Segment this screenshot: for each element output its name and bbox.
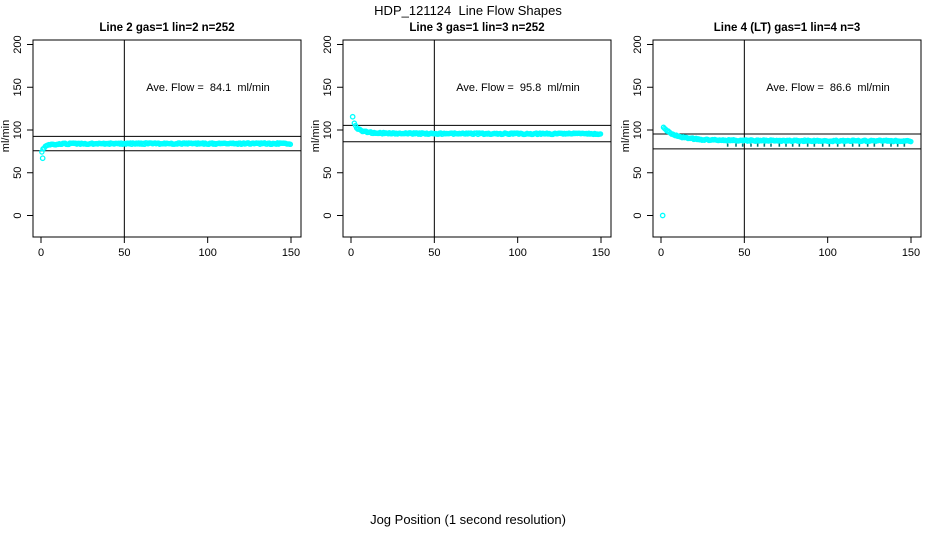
data-points bbox=[349, 113, 604, 138]
panel-line2: Line 2 gas=1 lin=2 n=252 0 50 100 150 0 50 100… bbox=[0, 0, 312, 270]
under-band-dash bbox=[890, 143, 892, 147]
x-tick-label: 100 bbox=[818, 247, 836, 259]
reference-lines bbox=[33, 40, 301, 237]
x-tick-label: 0 bbox=[658, 247, 664, 259]
under-band-dash bbox=[785, 143, 787, 147]
outlier-point bbox=[39, 155, 46, 162]
axes bbox=[337, 39, 612, 243]
under-band-dash bbox=[791, 143, 794, 147]
under-band-dash bbox=[843, 143, 846, 147]
under-band-dash bbox=[798, 143, 801, 147]
outlier-point bbox=[349, 113, 356, 120]
under-band-dash bbox=[741, 143, 744, 147]
ave-flow-annotation: Ave. Flow = 86.6 ml/min bbox=[766, 82, 890, 94]
under-band-dash bbox=[873, 143, 876, 147]
flow-point bbox=[287, 141, 294, 148]
plot-frame bbox=[652, 39, 922, 238]
y-tick-label: 100 bbox=[12, 121, 24, 139]
figure-title: HDP_121124 Line Flow Shapes bbox=[374, 3, 562, 18]
x-tick-label: 100 bbox=[508, 247, 526, 259]
x-tick-label: 50 bbox=[118, 247, 130, 259]
under-band-dash bbox=[896, 143, 899, 147]
scatter-plot-line3: 0 50 100 150 0 50 100 150 200 ml/min bbox=[310, 35, 612, 259]
under-band-dash bbox=[858, 143, 861, 147]
under-band-dash bbox=[763, 143, 766, 147]
flow-point bbox=[118, 140, 124, 146]
y-axis-label: ml/min bbox=[620, 120, 632, 152]
panel-title: Line 4 (LT) gas=1 lin=4 n=3 bbox=[713, 22, 861, 34]
under-band-dash bbox=[821, 143, 824, 147]
axis-tick-labels: 0 50 100 150 0 50 100 150 200 ml/min bbox=[620, 35, 920, 259]
ave-flow-annotation: Ave. Flow = 95.8 ml/min bbox=[456, 82, 580, 94]
x-tick-label: 150 bbox=[282, 247, 300, 259]
data-points bbox=[39, 140, 294, 162]
under-band-dash bbox=[903, 143, 906, 147]
x-tick-label: 150 bbox=[902, 247, 920, 259]
x-tick-label: 50 bbox=[428, 247, 440, 259]
flow-point bbox=[597, 131, 604, 137]
under-band-dash bbox=[828, 143, 831, 147]
y-tick-label: 50 bbox=[322, 167, 334, 179]
under-band-dashes bbox=[726, 143, 906, 147]
axes bbox=[647, 39, 922, 243]
y-tick-label: 200 bbox=[632, 35, 644, 53]
plot-frame bbox=[32, 39, 302, 238]
x-axis-label-shared: Jog Position (1 second resolution) bbox=[370, 512, 566, 527]
x-tick-label: 0 bbox=[38, 247, 44, 259]
y-tick-label: 100 bbox=[322, 121, 334, 139]
ave-flow-annotation: Ave. Flow = 84.1 ml/min bbox=[146, 82, 270, 94]
flow-point bbox=[908, 138, 914, 145]
y-tick-label: 200 bbox=[12, 35, 24, 53]
x-tick-label: 0 bbox=[348, 247, 354, 259]
plot-frame bbox=[342, 39, 612, 238]
reference-lines bbox=[343, 40, 611, 237]
y-tick-label: 150 bbox=[322, 78, 334, 96]
panel-line4: Line 4 (LT) gas=1 lin=4 n=3 0 50 100 150 0 50… bbox=[620, 0, 932, 270]
flow-point bbox=[39, 149, 45, 155]
scatter-plot-line4: 0 50 100 150 0 50 100 150 200 ml/min bbox=[620, 35, 922, 259]
y-tick-label: 0 bbox=[12, 212, 24, 218]
under-band-dash bbox=[756, 143, 759, 147]
outlier-point bbox=[659, 212, 666, 219]
under-band-dash bbox=[866, 143, 869, 147]
x-tick-label: 50 bbox=[738, 247, 750, 259]
x-tick-label: 150 bbox=[592, 247, 610, 259]
under-band-dash bbox=[806, 143, 809, 147]
under-band-dash bbox=[726, 143, 729, 147]
y-tick-label: 50 bbox=[12, 167, 24, 179]
under-band-dash bbox=[836, 143, 839, 147]
panel-title: Line 3 gas=1 lin=3 n=252 bbox=[409, 22, 545, 34]
axis-tick-labels: 0 50 100 150 0 50 100 150 200 ml/min bbox=[310, 35, 610, 259]
x-tick-label: 100 bbox=[198, 247, 216, 259]
y-tick-label: 200 bbox=[322, 35, 334, 53]
y-tick-label: 50 bbox=[632, 167, 644, 179]
y-tick-label: 0 bbox=[632, 212, 644, 218]
scatter-plot-line2: 0 50 100 150 0 50 100 150 200 ml/min bbox=[0, 35, 302, 259]
y-tick-label: 0 bbox=[322, 212, 334, 218]
under-band-dash bbox=[851, 143, 854, 147]
y-axis-label: ml/min bbox=[310, 120, 322, 152]
y-axis-label: ml/min bbox=[0, 120, 12, 152]
under-band-dash bbox=[735, 143, 737, 147]
under-band-dash bbox=[813, 143, 816, 147]
panel-title: Line 2 gas=1 lin=2 n=252 bbox=[99, 22, 235, 34]
under-band-dash bbox=[770, 143, 772, 147]
under-band-dash bbox=[750, 143, 752, 147]
axis-tick-labels: 0 50 100 150 0 50 100 150 200 ml/min bbox=[0, 35, 300, 259]
y-tick-label: 150 bbox=[632, 78, 644, 96]
under-band-dash bbox=[881, 143, 884, 147]
axes bbox=[27, 39, 302, 243]
under-band-dash bbox=[778, 143, 781, 147]
y-tick-label: 100 bbox=[632, 121, 644, 139]
panel-line3: Line 3 gas=1 lin=3 n=252 0 50 100 150 0 50 100… bbox=[310, 0, 622, 270]
y-tick-label: 150 bbox=[12, 78, 24, 96]
data-points bbox=[659, 124, 914, 219]
